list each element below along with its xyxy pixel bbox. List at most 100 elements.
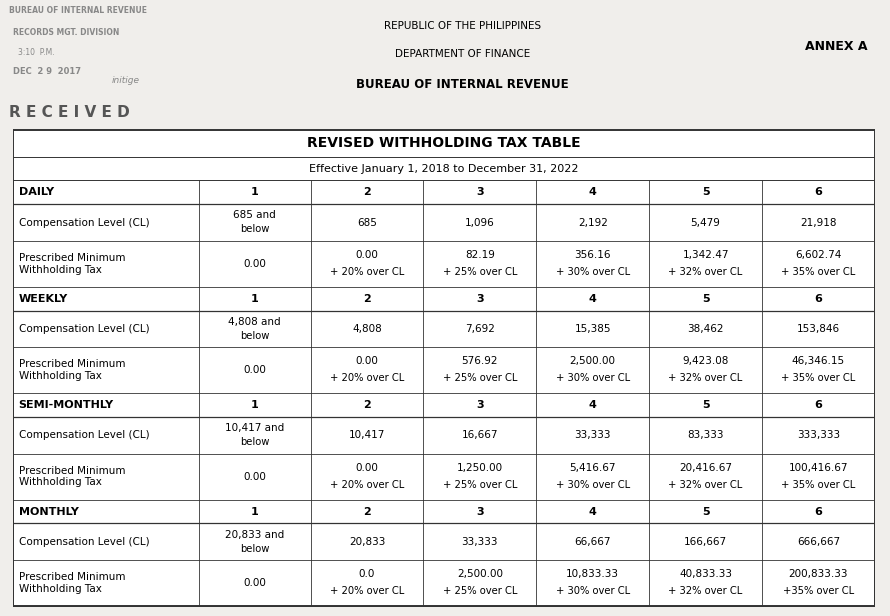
Text: 4,808: 4,808 <box>352 324 382 334</box>
Text: 0.00: 0.00 <box>356 356 378 366</box>
Text: 20,833: 20,833 <box>349 537 385 547</box>
Text: + 32% over CL: + 32% over CL <box>668 480 743 490</box>
Text: 5: 5 <box>702 294 709 304</box>
Text: Compensation Level (CL): Compensation Level (CL) <box>19 217 150 227</box>
Text: Prescribed Minimum
Withholding Tax: Prescribed Minimum Withholding Tax <box>19 572 125 594</box>
Text: + 25% over CL: + 25% over CL <box>442 373 517 384</box>
Text: + 30% over CL: + 30% over CL <box>555 267 630 277</box>
Text: 1: 1 <box>251 294 258 304</box>
Text: 685 and: 685 and <box>233 210 276 220</box>
Text: + 32% over CL: + 32% over CL <box>668 586 743 596</box>
Text: DEPARTMENT OF FINANCE: DEPARTMENT OF FINANCE <box>395 49 530 59</box>
Text: + 30% over CL: + 30% over CL <box>555 373 630 384</box>
Text: 38,462: 38,462 <box>687 324 724 334</box>
Text: 0.00: 0.00 <box>243 365 266 375</box>
Text: 15,385: 15,385 <box>574 324 611 334</box>
Text: 5,416.67: 5,416.67 <box>570 463 616 472</box>
Text: + 20% over CL: + 20% over CL <box>330 480 404 490</box>
Text: 9,423.08: 9,423.08 <box>683 356 729 366</box>
Text: 0.00: 0.00 <box>243 472 266 482</box>
Text: initige: initige <box>111 76 139 85</box>
Text: + 20% over CL: + 20% over CL <box>330 586 404 596</box>
Text: 66,667: 66,667 <box>574 537 611 547</box>
Text: 6: 6 <box>814 187 822 197</box>
Text: 4: 4 <box>589 187 596 197</box>
Text: Prescribed Minimum
Withholding Tax: Prescribed Minimum Withholding Tax <box>19 360 125 381</box>
Text: Prescribed Minimum
Withholding Tax: Prescribed Minimum Withholding Tax <box>19 253 125 275</box>
Text: 1: 1 <box>251 506 258 516</box>
Text: 6: 6 <box>814 400 822 410</box>
Text: 333,333: 333,333 <box>797 431 840 440</box>
Text: SEMI-MONTHLY: SEMI-MONTHLY <box>19 400 114 410</box>
Text: below: below <box>240 331 270 341</box>
Text: 100,416.67: 100,416.67 <box>789 463 848 472</box>
Text: 6: 6 <box>814 506 822 516</box>
Text: 5: 5 <box>702 400 709 410</box>
Text: 40,833.33: 40,833.33 <box>679 569 732 579</box>
Text: + 32% over CL: + 32% over CL <box>668 267 743 277</box>
Text: 0.00: 0.00 <box>243 578 266 588</box>
Text: 1,250.00: 1,250.00 <box>457 463 503 472</box>
Text: 1,342.47: 1,342.47 <box>683 249 729 260</box>
Text: 2,500.00: 2,500.00 <box>457 569 503 579</box>
Text: 4: 4 <box>589 400 596 410</box>
Text: Compensation Level (CL): Compensation Level (CL) <box>19 537 150 547</box>
Text: + 25% over CL: + 25% over CL <box>442 480 517 490</box>
Text: 4: 4 <box>589 506 596 516</box>
Text: DEC  2 9  2017: DEC 2 9 2017 <box>13 67 81 76</box>
Text: 3: 3 <box>476 400 483 410</box>
Text: 576.92: 576.92 <box>462 356 498 366</box>
Text: R E C E I V E D: R E C E I V E D <box>9 105 130 120</box>
Text: 33,333: 33,333 <box>462 537 498 547</box>
Text: RECORDS MGT. DIVISION: RECORDS MGT. DIVISION <box>13 28 120 37</box>
Text: + 20% over CL: + 20% over CL <box>330 267 404 277</box>
Text: 0.00: 0.00 <box>243 259 266 269</box>
Text: 4,808 and: 4,808 and <box>228 317 281 326</box>
Text: + 20% over CL: + 20% over CL <box>330 373 404 384</box>
Text: + 30% over CL: + 30% over CL <box>555 480 630 490</box>
Text: BUREAU OF INTERNAL REVENUE: BUREAU OF INTERNAL REVENUE <box>9 6 147 15</box>
Text: 1,096: 1,096 <box>465 217 495 227</box>
Text: + 35% over CL: + 35% over CL <box>781 267 855 277</box>
Text: 10,833.33: 10,833.33 <box>566 569 619 579</box>
Text: 33,333: 33,333 <box>574 431 611 440</box>
Text: 10,417 and: 10,417 and <box>225 423 284 433</box>
Text: 3:10  P.M.: 3:10 P.M. <box>18 48 54 57</box>
Text: 0.00: 0.00 <box>356 249 378 260</box>
Text: 2,500.00: 2,500.00 <box>570 356 616 366</box>
Text: 356.16: 356.16 <box>574 249 611 260</box>
Text: 3: 3 <box>476 187 483 197</box>
Text: 20,833 and: 20,833 and <box>225 530 284 540</box>
Text: 1: 1 <box>251 400 258 410</box>
Text: 3: 3 <box>476 506 483 516</box>
Text: 21,918: 21,918 <box>800 217 837 227</box>
Text: + 25% over CL: + 25% over CL <box>442 586 517 596</box>
Text: 46,346.15: 46,346.15 <box>792 356 845 366</box>
Text: 2: 2 <box>363 506 371 516</box>
Text: Compensation Level (CL): Compensation Level (CL) <box>19 324 150 334</box>
Text: 1: 1 <box>251 187 258 197</box>
Text: below: below <box>240 543 270 554</box>
Text: 4: 4 <box>589 294 596 304</box>
Text: 20,416.67: 20,416.67 <box>679 463 732 472</box>
Text: + 25% over CL: + 25% over CL <box>442 267 517 277</box>
Text: MONTHLY: MONTHLY <box>19 506 78 516</box>
Text: DAILY: DAILY <box>19 187 53 197</box>
Text: 2: 2 <box>363 294 371 304</box>
Text: + 35% over CL: + 35% over CL <box>781 373 855 384</box>
Text: 2: 2 <box>363 400 371 410</box>
Text: REPUBLIC OF THE PHILIPPINES: REPUBLIC OF THE PHILIPPINES <box>384 20 541 31</box>
Text: 6,602.74: 6,602.74 <box>796 249 842 260</box>
Text: Prescribed Minimum
Withholding Tax: Prescribed Minimum Withholding Tax <box>19 466 125 487</box>
Text: WEEKLY: WEEKLY <box>19 294 68 304</box>
Text: 2: 2 <box>363 187 371 197</box>
Text: 3: 3 <box>476 294 483 304</box>
Text: 10,417: 10,417 <box>349 431 385 440</box>
Text: 5: 5 <box>702 506 709 516</box>
Text: 5: 5 <box>702 187 709 197</box>
Text: 0.0: 0.0 <box>359 569 376 579</box>
Text: ANNEX A: ANNEX A <box>805 40 868 53</box>
Text: Compensation Level (CL): Compensation Level (CL) <box>19 431 150 440</box>
Text: 685: 685 <box>357 217 377 227</box>
Text: + 35% over CL: + 35% over CL <box>781 480 855 490</box>
